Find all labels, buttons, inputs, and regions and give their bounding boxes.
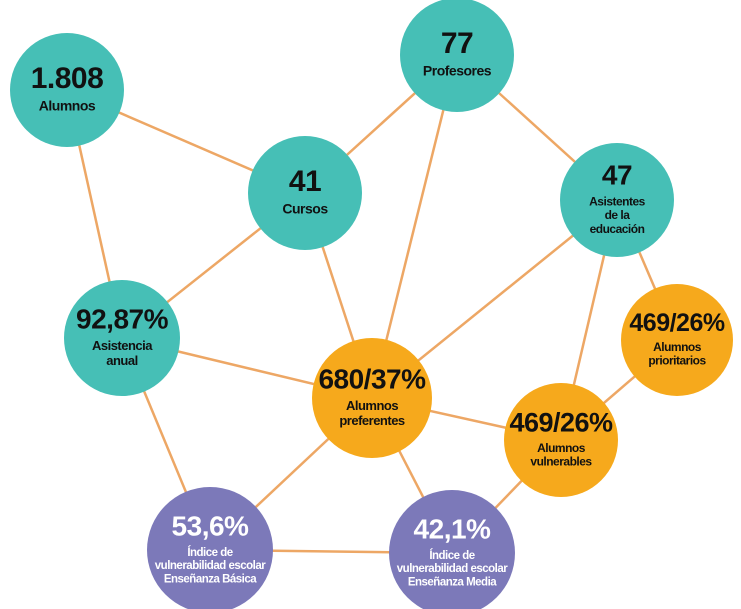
nodes: 1.808 Alumnos 77 Profesores 41 Cursos 47 Asiste…	[10, 0, 733, 609]
node-circle	[560, 143, 674, 257]
node-value: 77	[441, 27, 473, 60]
node-value: 92,87%	[76, 303, 169, 334]
node: 41 Cursos	[248, 136, 362, 250]
node-label: vulnerabilidad escolar	[397, 563, 508, 575]
node-label: Alumnos	[537, 441, 586, 455]
node-label: Profesores	[423, 63, 492, 79]
node-label: Asistentes	[589, 194, 646, 208]
node-circle	[621, 284, 733, 396]
node-label: educación	[590, 222, 645, 236]
node-label: Alumnos	[346, 398, 398, 413]
node-circle	[10, 33, 124, 147]
node-circle	[248, 136, 362, 250]
node-label: Alumnos	[653, 340, 702, 354]
node-value: 53,6%	[172, 511, 249, 542]
node-circle	[312, 338, 432, 458]
node-value: 47	[602, 160, 632, 191]
node-label: vulnerables	[530, 455, 592, 469]
node-label: Alumnos	[39, 98, 96, 114]
node: 77 Profesores	[400, 0, 514, 112]
node-circle	[504, 383, 618, 497]
node-value: 42,1%	[414, 514, 491, 545]
node: 1.808 Alumnos	[10, 33, 124, 147]
node-label: Índice de	[429, 549, 474, 562]
node-circle	[147, 487, 273, 609]
node-circle	[389, 490, 515, 609]
node-value: 680/37%	[318, 363, 426, 394]
node-value: 41	[289, 165, 321, 198]
node-value: 469/26%	[509, 407, 613, 437]
node-label: de la	[605, 208, 631, 222]
node-label: anual	[106, 353, 137, 368]
node-label: Enseñanza Media	[408, 576, 497, 588]
node-label: Asistencia	[92, 338, 153, 353]
node-circle	[400, 0, 514, 112]
node-value: 469/26%	[629, 309, 724, 337]
node-value: 1.808	[31, 62, 104, 95]
node-label: prioritarios	[648, 354, 706, 368]
node-label: Índice de	[187, 546, 232, 559]
node-label: vulnerabilidad escolar	[155, 560, 266, 572]
node-label: preferentes	[339, 413, 405, 428]
node-label: Cursos	[282, 201, 328, 217]
node-circle	[64, 280, 180, 396]
node-label: Enseñanza Básica	[164, 573, 257, 585]
